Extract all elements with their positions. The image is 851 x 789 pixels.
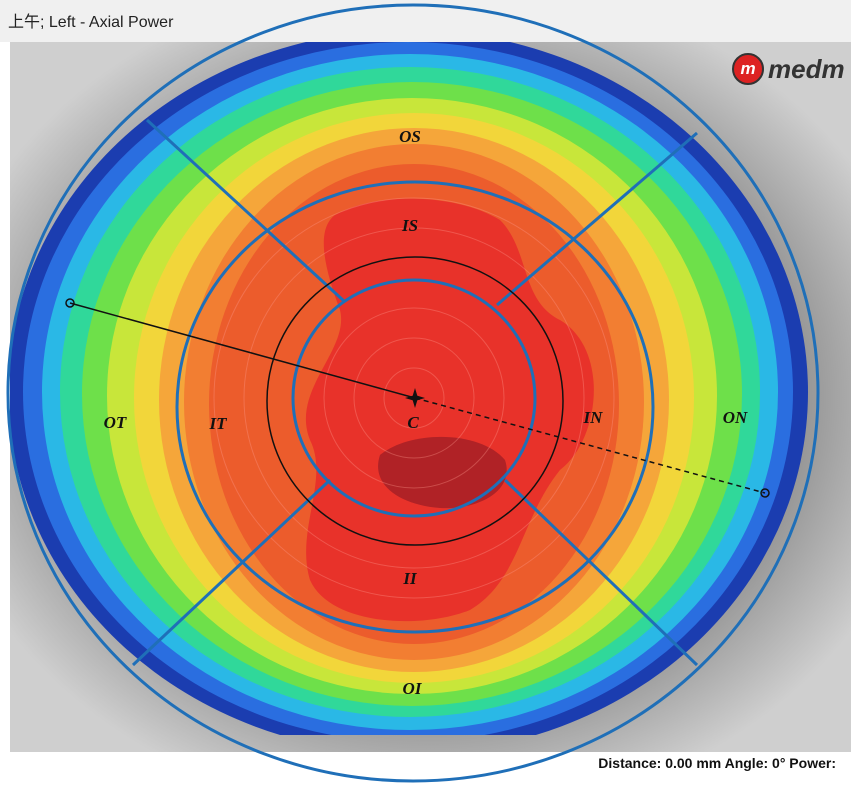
zone-label: ON [723,408,748,427]
measure-line-dashed [414,397,766,494]
measure-point[interactable] [760,488,770,498]
zone-label: OT [104,413,127,432]
title-bar [0,0,851,42]
zone-label: II [402,569,418,588]
logo-mark: m [740,59,755,78]
logo: m medm [732,53,845,85]
zone-label: IT [209,414,228,433]
logo-text: medm [768,54,845,84]
zone-label: C [407,413,419,432]
center-marker [405,388,425,408]
zone-label: IS [401,216,418,235]
zone-label: IN [583,408,604,427]
window-title: 上午; Left - Axial Power [8,13,174,31]
zone-label: OS [399,127,421,146]
zone-grid [6,3,820,783]
zone-label: OI [403,679,423,698]
status-text: Distance: 0.00 mm Angle: 0° Power: [598,755,836,771]
measure-point[interactable] [65,298,75,308]
measure-line [69,302,416,399]
reference-circle [266,256,564,546]
